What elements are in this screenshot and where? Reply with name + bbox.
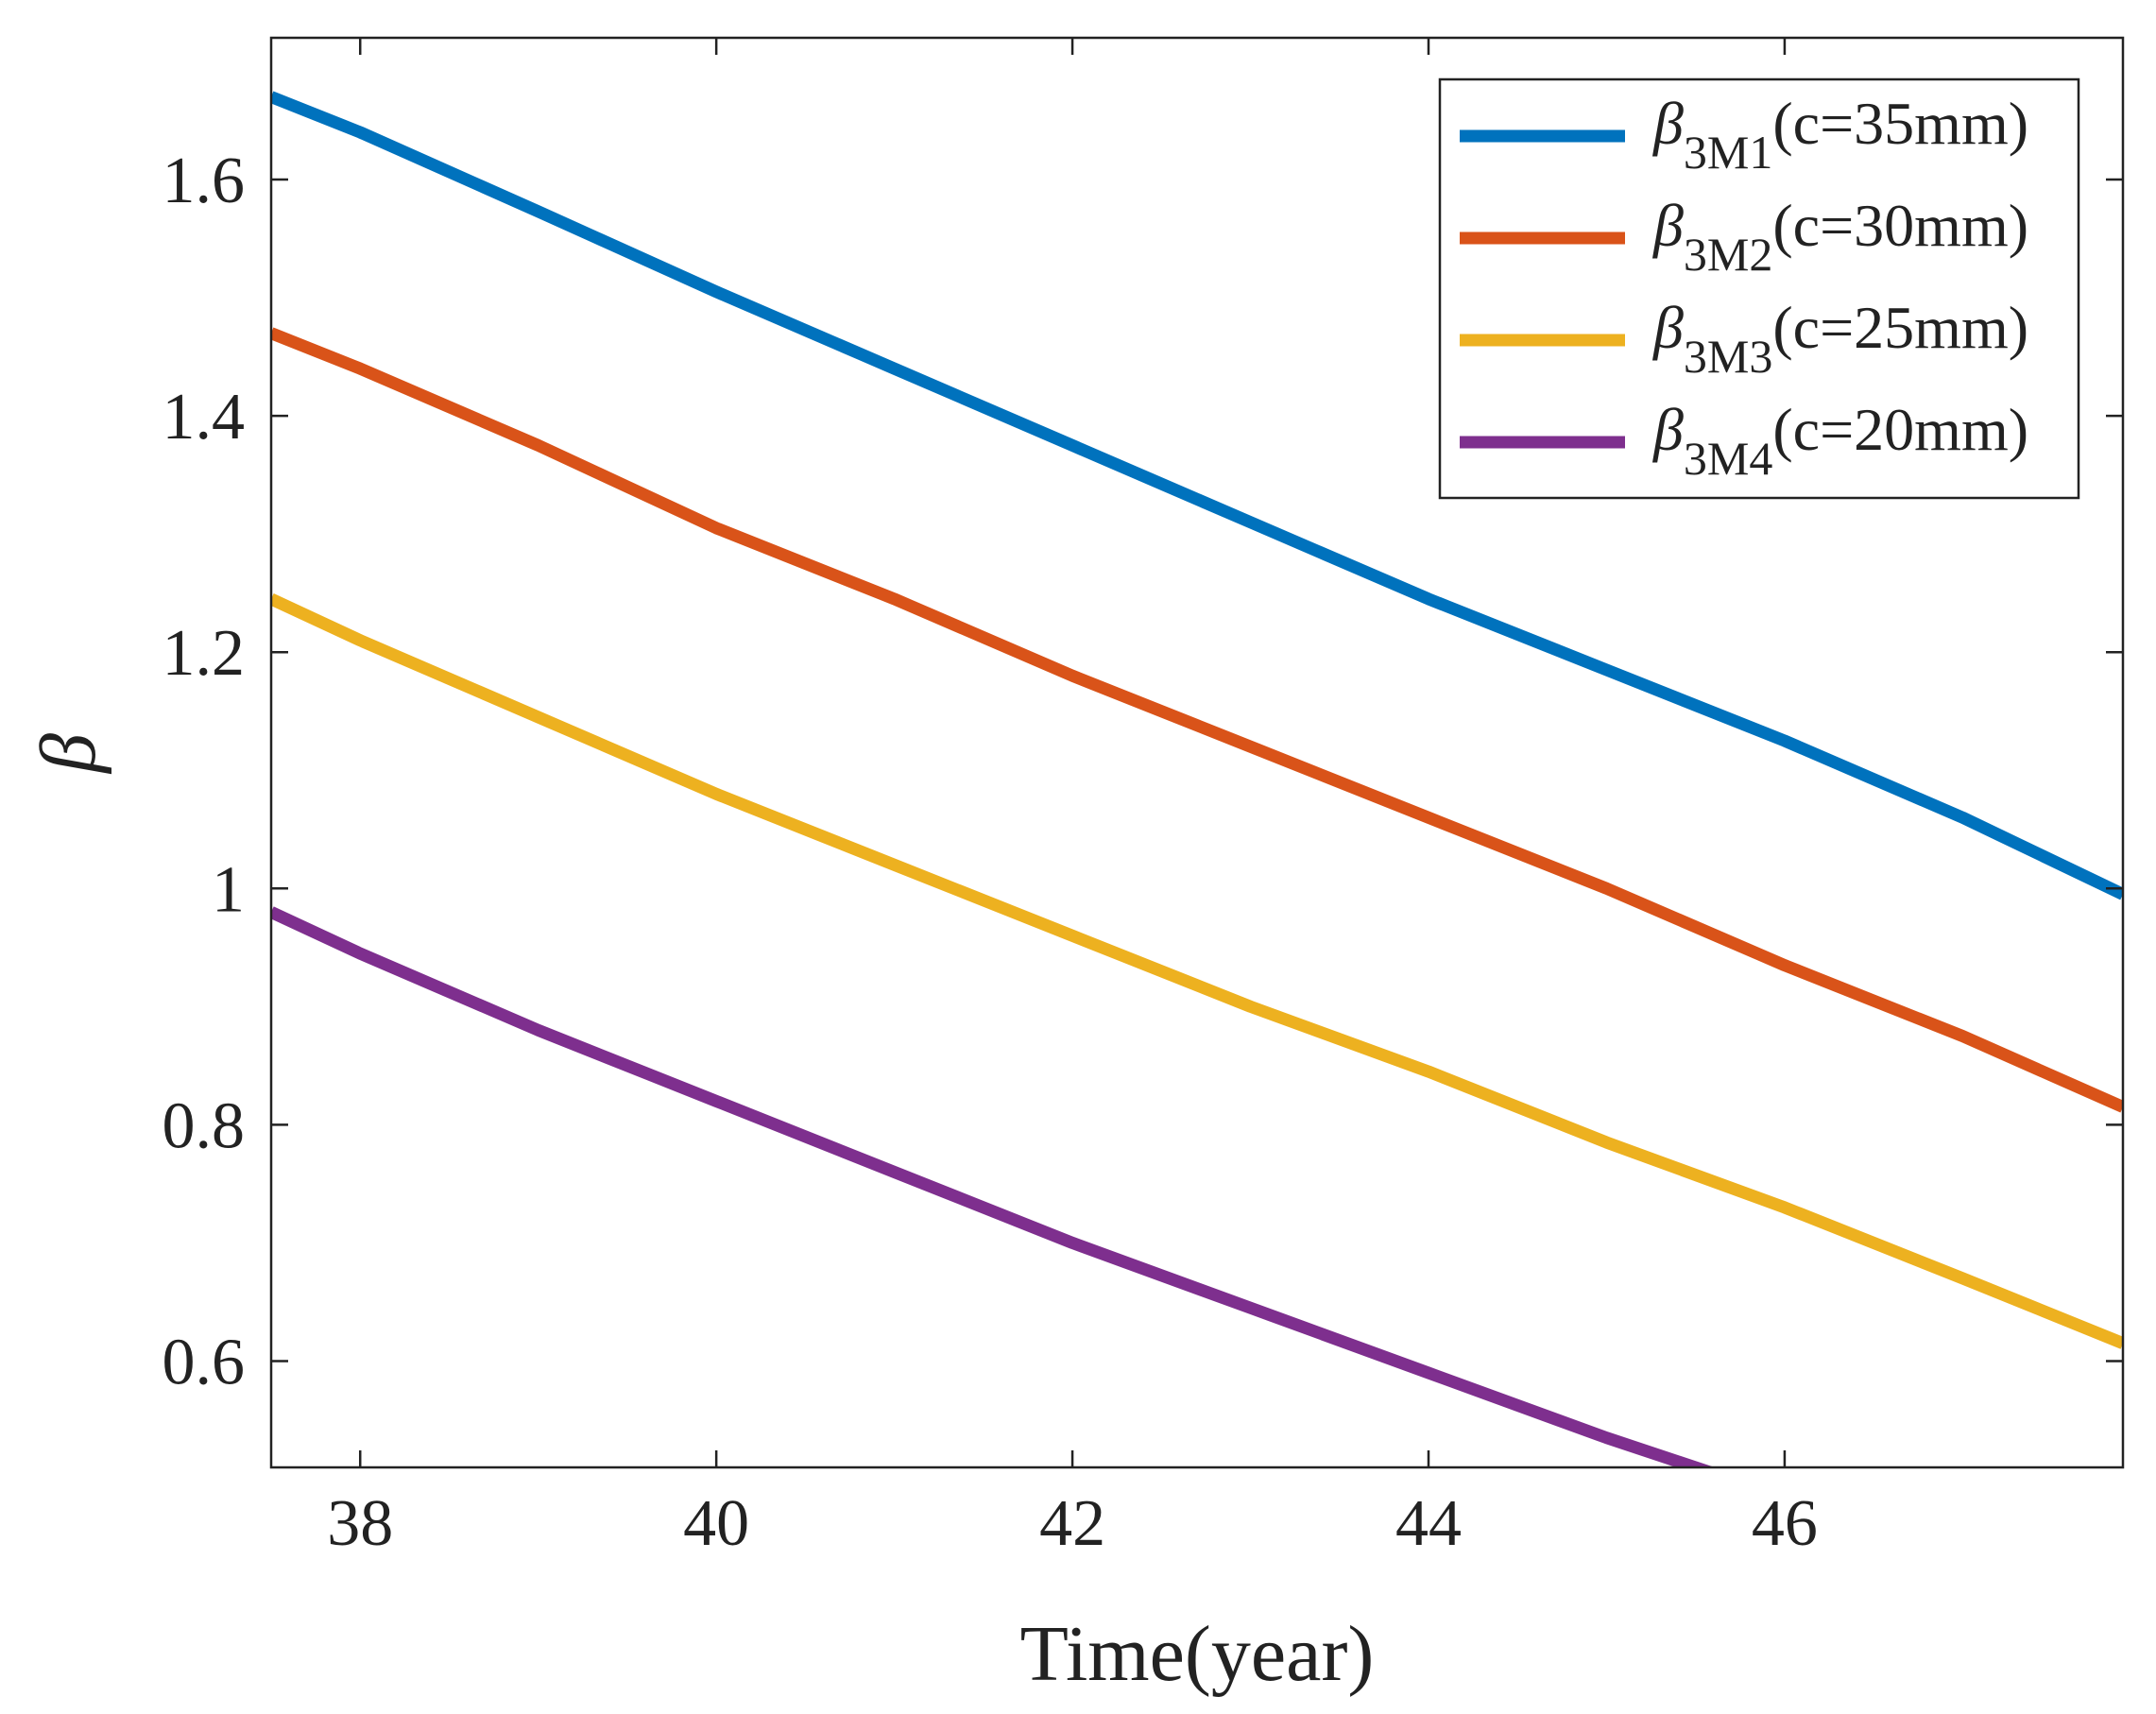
y-tick-label: 0.8 bbox=[163, 1089, 246, 1162]
y-tick-label: 1.6 bbox=[163, 145, 246, 217]
series-line-3 bbox=[271, 593, 2123, 1349]
legend-label-3: β3M3(c=25mm) bbox=[1651, 294, 2028, 383]
y-tick-label: 1.4 bbox=[163, 381, 246, 454]
series-layer bbox=[271, 91, 2123, 1467]
series-line-1 bbox=[271, 91, 2123, 900]
y-axis-label: β bbox=[25, 733, 112, 775]
legend-label-4: β3M4(c=20mm) bbox=[1651, 396, 2028, 485]
plot-frame bbox=[269, 36, 2125, 1469]
x-axis-label: Time(year) bbox=[1020, 1610, 1375, 1698]
y-tick-label: 1.2 bbox=[163, 617, 246, 690]
x-tick-label: 40 bbox=[683, 1487, 749, 1560]
y-tick-label: 1 bbox=[212, 853, 245, 926]
series-line-2 bbox=[271, 327, 2123, 1113]
legend-label-1: β3M1(c=35mm) bbox=[1651, 90, 2028, 179]
legend: β3M1(c=35mm) β3M2(c=30mm) β3M3(c=25mm) β3M4… bbox=[1438, 77, 2080, 500]
series-line-4 bbox=[271, 906, 1716, 1467]
x-tick-label: 46 bbox=[1752, 1487, 1818, 1560]
y-tick-label: 0.6 bbox=[163, 1326, 246, 1398]
axes-layer: 38 40 42 44 46 0.6 0.8 1 1.2 1.4 1.6 Time(year) β bbox=[25, 36, 2125, 1698]
x-tick-label: 42 bbox=[1039, 1487, 1105, 1560]
legend-box bbox=[1438, 77, 2080, 500]
legend-label-2: β3M2(c=30mm) bbox=[1651, 192, 2028, 281]
x-tick-label: 38 bbox=[327, 1487, 393, 1560]
x-tick-label: 44 bbox=[1395, 1487, 1462, 1560]
